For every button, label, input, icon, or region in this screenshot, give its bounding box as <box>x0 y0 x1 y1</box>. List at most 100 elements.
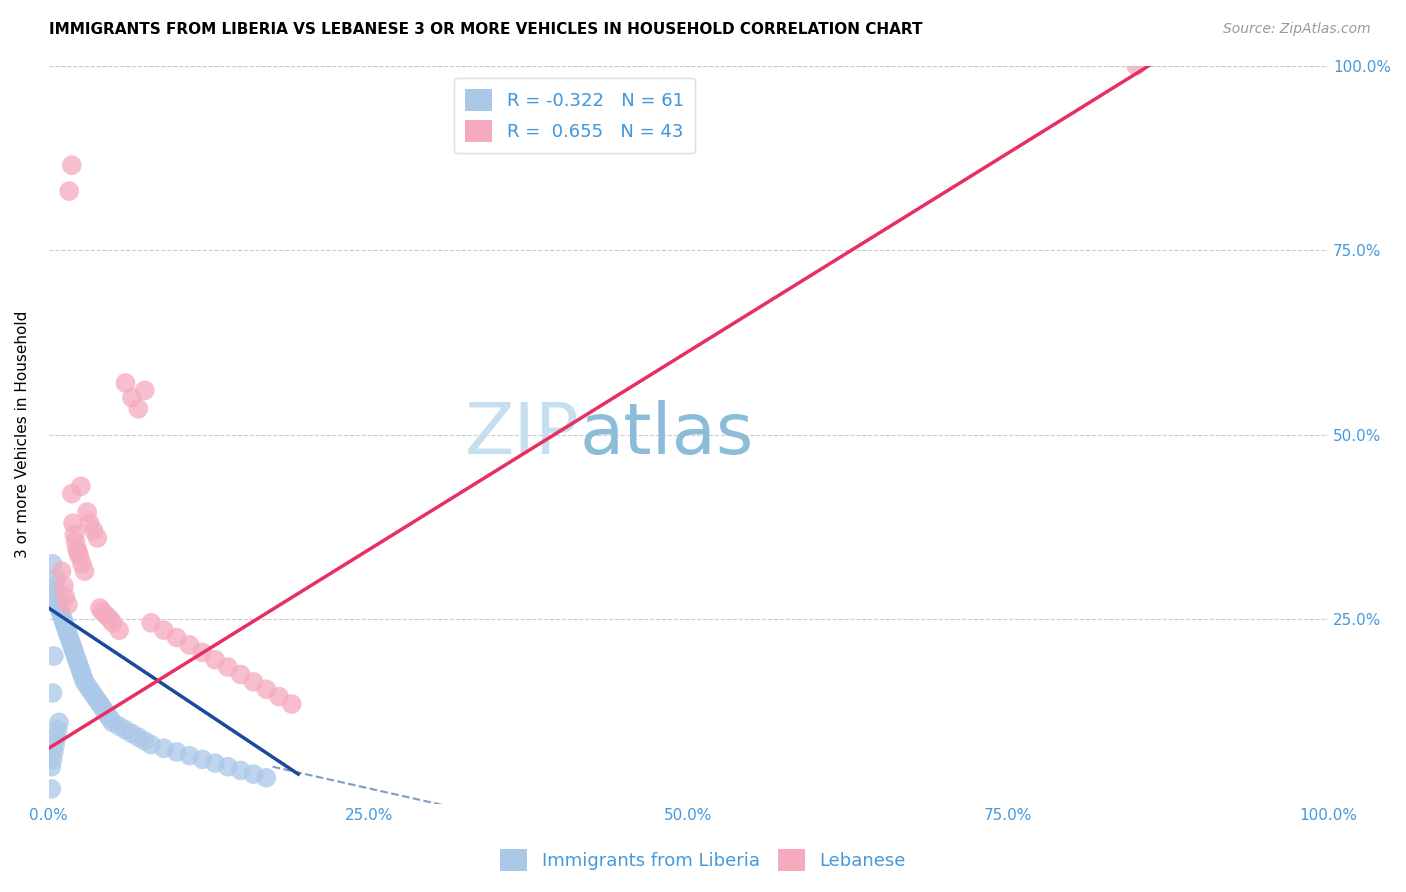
Point <box>254 771 277 785</box>
Point <box>191 645 214 659</box>
Legend: Immigrants from Liberia, Lebanese: Immigrants from Liberia, Lebanese <box>494 842 912 879</box>
Point <box>56 627 79 641</box>
Point <box>217 760 239 774</box>
Point <box>79 682 101 697</box>
Point <box>53 615 76 630</box>
Point <box>153 741 176 756</box>
Point <box>48 715 70 730</box>
Point <box>60 158 83 172</box>
Text: Source: ZipAtlas.com: Source: ZipAtlas.com <box>1223 22 1371 37</box>
Point <box>62 516 84 531</box>
Point <box>121 726 143 740</box>
Point <box>121 391 143 405</box>
Point <box>98 612 121 626</box>
Point <box>204 653 226 667</box>
Point <box>52 612 75 626</box>
Point <box>62 641 84 656</box>
Point <box>86 531 108 545</box>
Point <box>69 664 91 678</box>
Point <box>65 648 87 663</box>
Point <box>89 601 111 615</box>
Point <box>66 541 89 556</box>
Point <box>82 686 104 700</box>
Point <box>76 679 98 693</box>
Point <box>166 631 188 645</box>
Point <box>86 693 108 707</box>
Point <box>48 601 70 615</box>
Point <box>44 738 66 752</box>
Point <box>267 690 290 704</box>
Point <box>94 704 117 718</box>
Point <box>101 615 124 630</box>
Point <box>89 697 111 711</box>
Point <box>69 479 91 493</box>
Point <box>45 572 67 586</box>
Point <box>73 564 96 578</box>
Point <box>242 674 264 689</box>
Point <box>55 623 77 637</box>
Point <box>96 608 118 623</box>
Point <box>41 557 63 571</box>
Point <box>39 760 62 774</box>
Point <box>51 608 73 623</box>
Point <box>91 700 114 714</box>
Point <box>56 598 79 612</box>
Point <box>41 752 63 766</box>
Text: IMMIGRANTS FROM LIBERIA VS LEBANESE 3 OR MORE VEHICLES IN HOUSEHOLD CORRELATION : IMMIGRANTS FROM LIBERIA VS LEBANESE 3 OR… <box>49 22 922 37</box>
Point <box>91 605 114 619</box>
Point <box>139 615 162 630</box>
Text: ZIP: ZIP <box>465 401 579 469</box>
Point <box>139 738 162 752</box>
Point <box>42 586 65 600</box>
Point <box>179 638 201 652</box>
Point <box>179 748 201 763</box>
Point <box>114 376 136 390</box>
Y-axis label: 3 or more Vehicles in Household: 3 or more Vehicles in Household <box>15 311 30 558</box>
Point <box>191 752 214 766</box>
Point <box>134 384 156 398</box>
Point <box>83 690 105 704</box>
Point <box>72 671 94 685</box>
Point <box>242 767 264 781</box>
Point <box>69 549 91 564</box>
Point <box>45 730 67 744</box>
Point <box>281 697 304 711</box>
Point <box>229 667 252 681</box>
Point <box>114 723 136 737</box>
Legend: R = -0.322   N = 61, R =  0.655   N = 43: R = -0.322 N = 61, R = 0.655 N = 43 <box>454 78 695 153</box>
Point <box>97 708 120 723</box>
Point <box>73 674 96 689</box>
Point <box>67 657 90 671</box>
Point <box>42 745 65 759</box>
Point <box>46 593 69 607</box>
Point <box>127 401 149 416</box>
Point <box>101 715 124 730</box>
Point <box>204 756 226 770</box>
Point <box>98 712 121 726</box>
Point <box>39 781 62 796</box>
Point <box>67 546 90 560</box>
Point <box>65 534 87 549</box>
Point <box>108 719 131 733</box>
Point <box>51 564 73 578</box>
Point <box>79 516 101 531</box>
Point <box>76 505 98 519</box>
Point <box>229 764 252 778</box>
Point <box>166 745 188 759</box>
Point <box>41 686 63 700</box>
Point <box>58 631 80 645</box>
Point <box>70 667 93 681</box>
Point <box>70 557 93 571</box>
Point <box>46 723 69 737</box>
Text: atlas: atlas <box>579 401 754 469</box>
Point <box>69 660 91 674</box>
Point <box>254 682 277 697</box>
Point <box>59 634 82 648</box>
Point <box>134 734 156 748</box>
Point <box>83 524 105 538</box>
Point <box>55 619 77 633</box>
Point <box>55 590 77 604</box>
Point <box>63 645 86 659</box>
Point <box>60 486 83 500</box>
Point <box>63 527 86 541</box>
